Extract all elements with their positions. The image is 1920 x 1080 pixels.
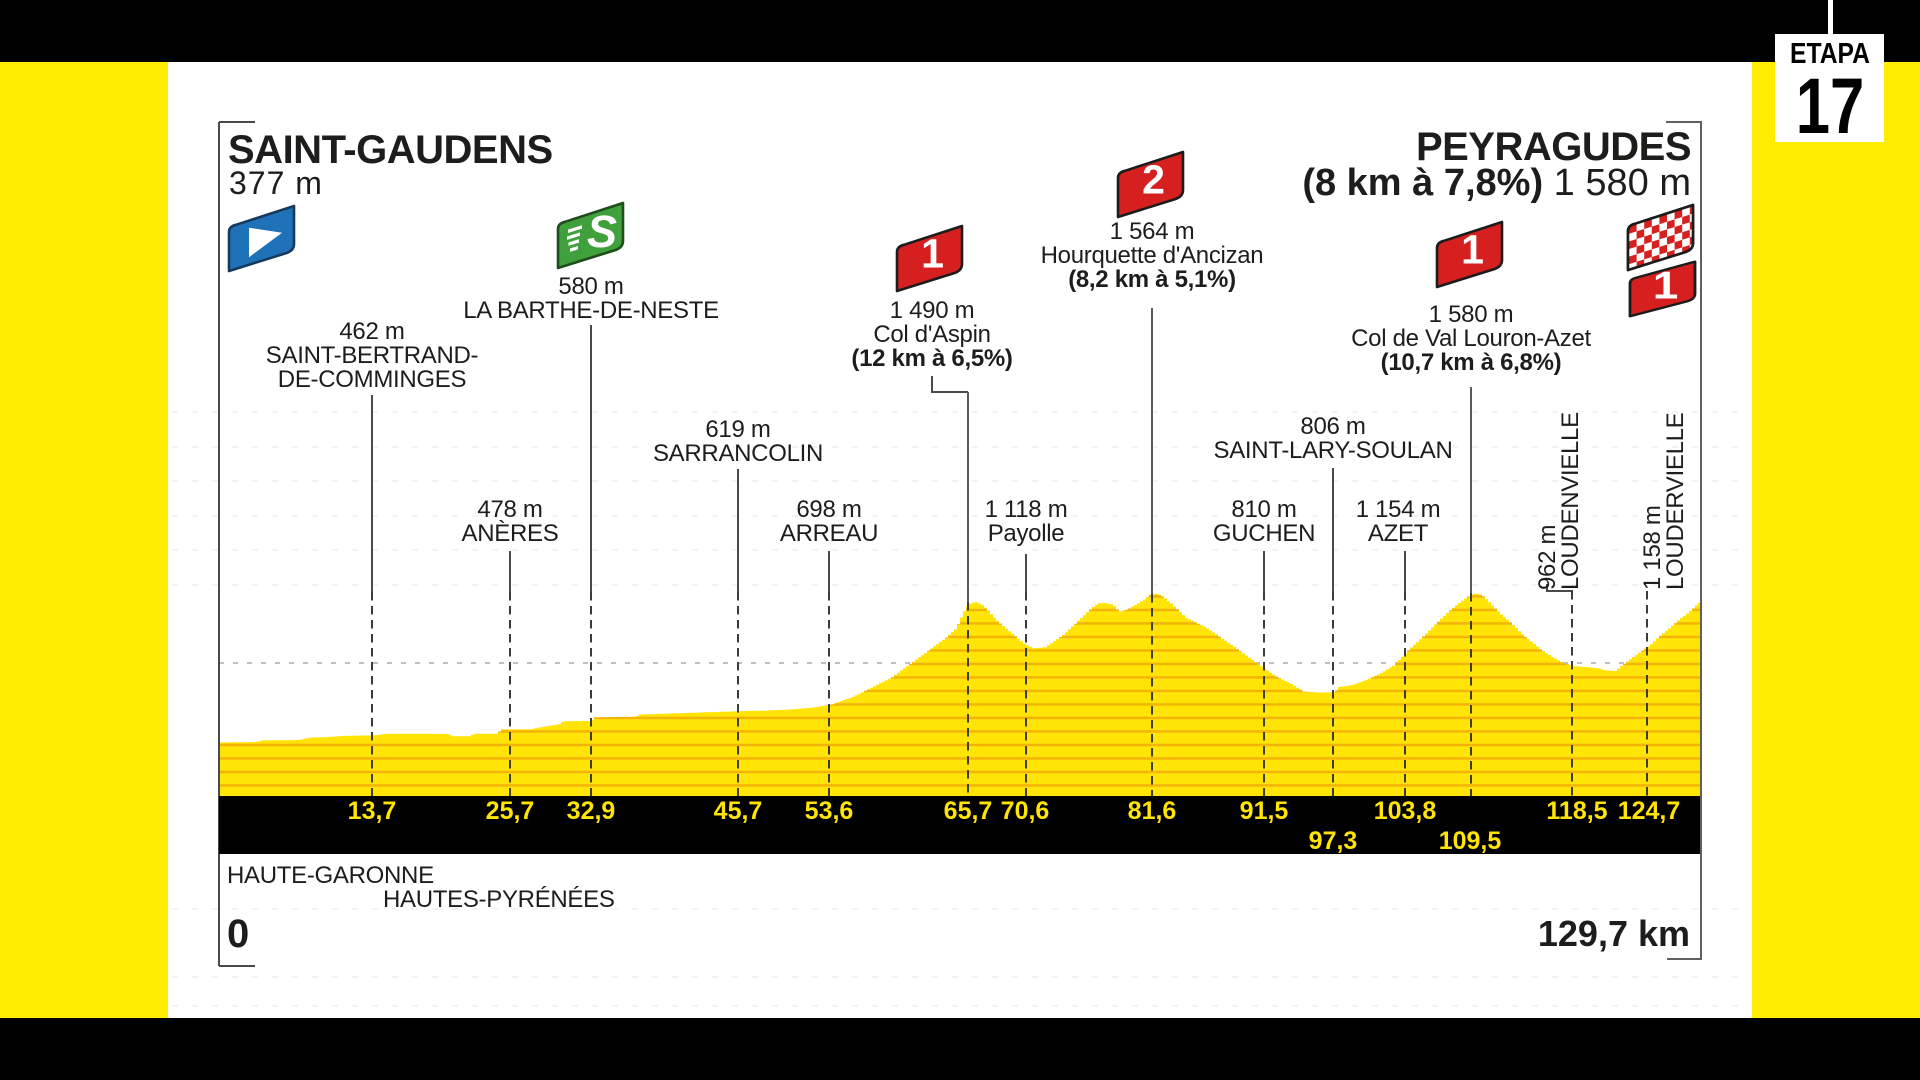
svg-text:S: S (587, 206, 617, 257)
svg-text:1: 1 (921, 231, 944, 277)
svg-text:1: 1 (1653, 264, 1679, 307)
svg-text:1: 1 (1461, 227, 1484, 273)
svg-text:2: 2 (1142, 157, 1165, 203)
